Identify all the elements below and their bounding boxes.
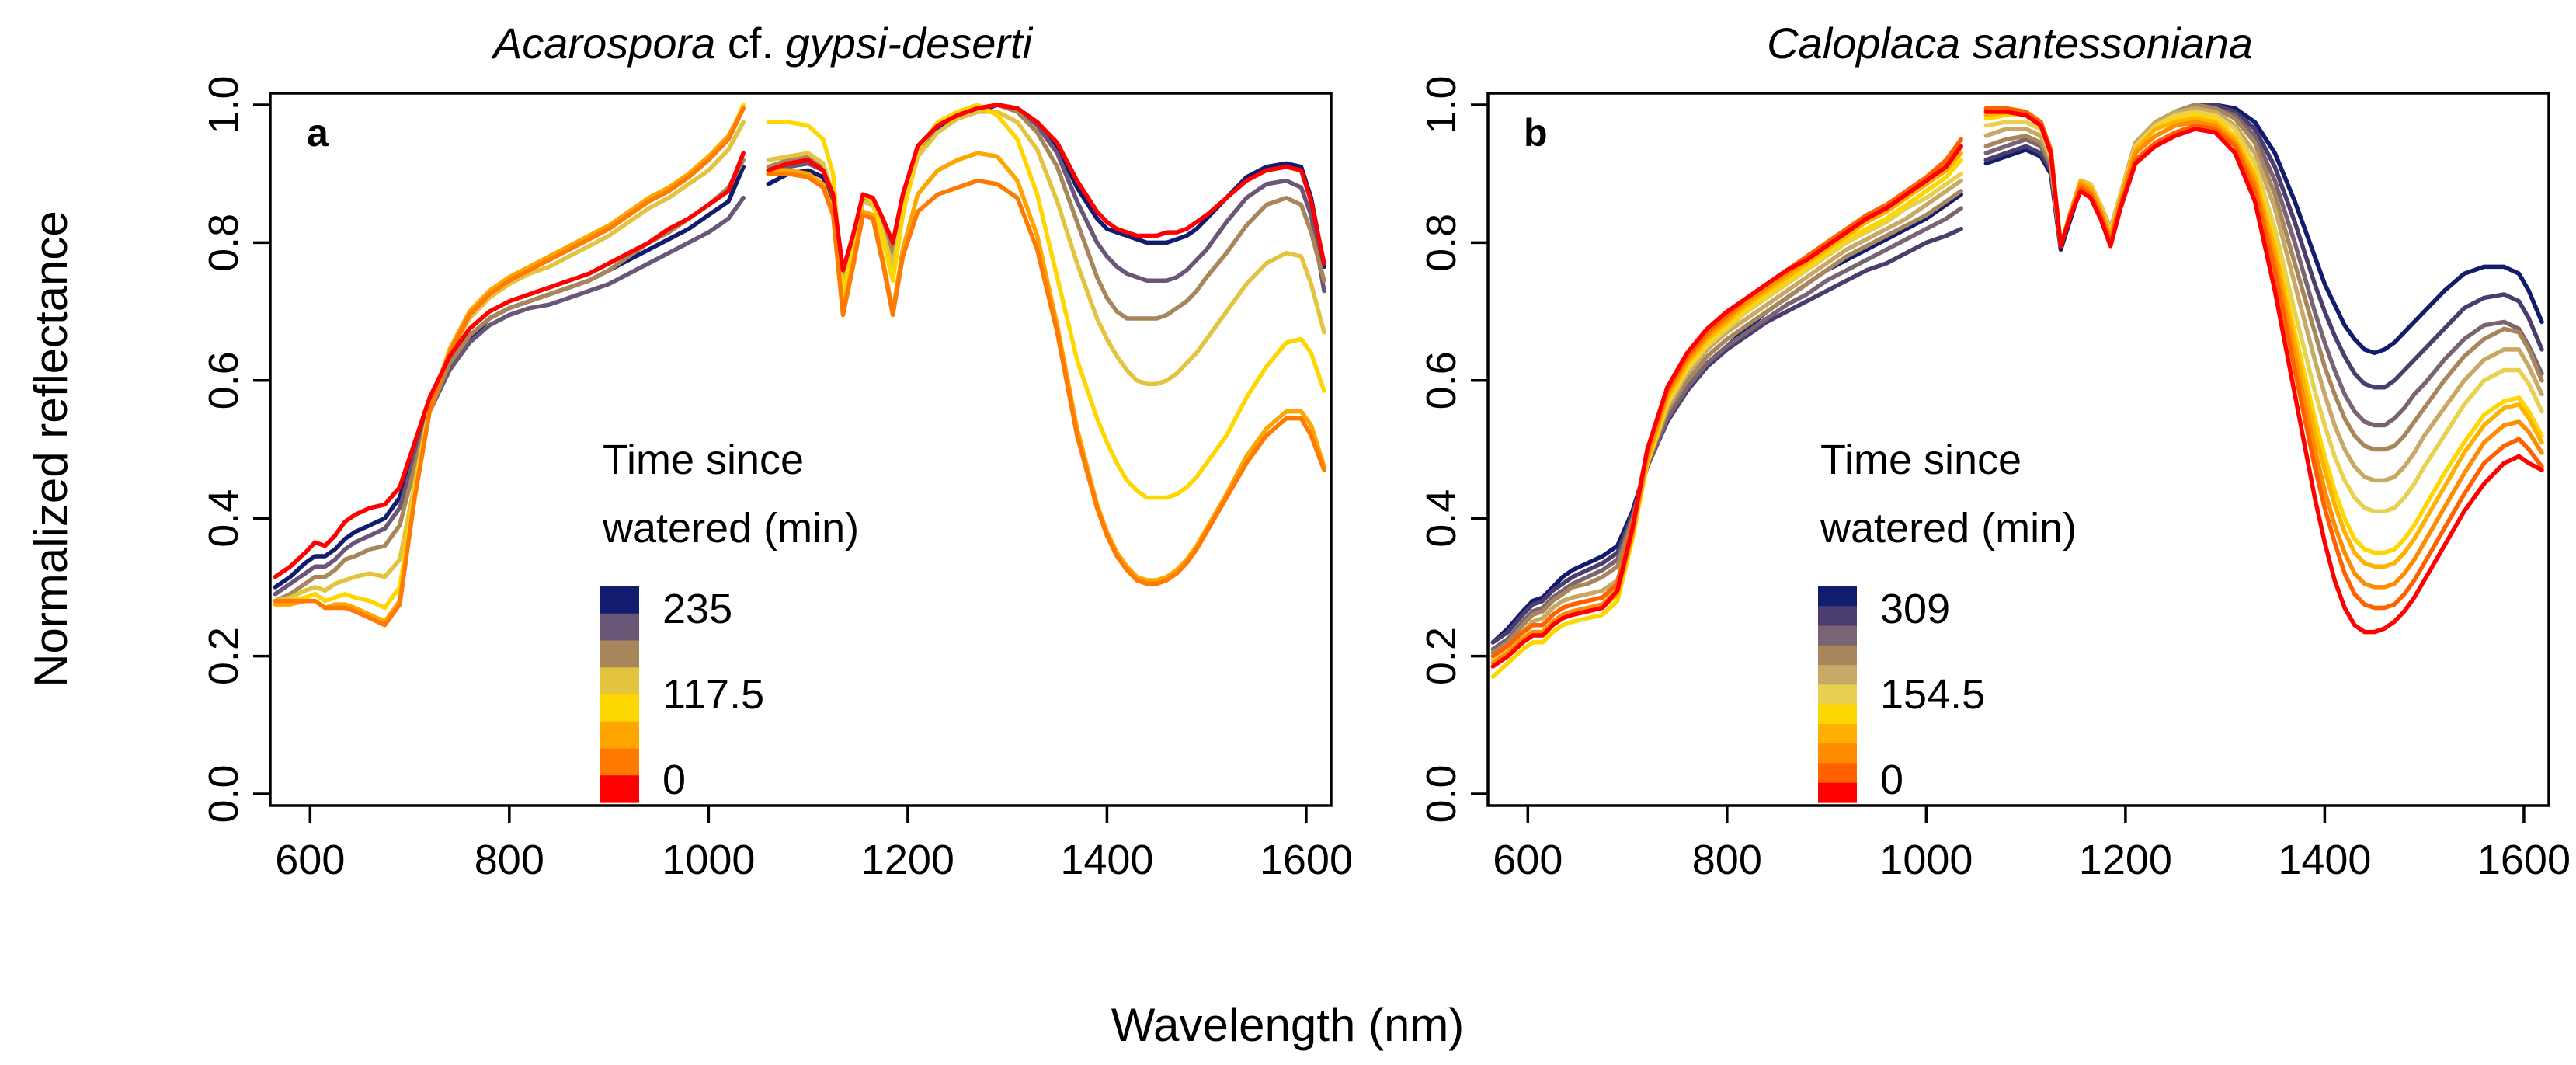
panel-a-y-axis: 0.0 0.2 0.4 0.6 0.8 1.0 (200, 75, 270, 823)
y-tick-label-2: 0.4 (200, 489, 247, 548)
legend-swatch-0 (1818, 586, 1857, 607)
legend-swatch-4 (1818, 665, 1857, 685)
panel-b-legend-label-max: 309 (1880, 586, 1950, 632)
legend-swatch-3 (1818, 645, 1857, 666)
legend-swatch-7 (600, 775, 639, 803)
panel-b-title: Caloplaca santessoniana (1767, 19, 2253, 68)
title-part-0: Acarospora (491, 19, 715, 68)
series-line-33_6-b (766, 171, 1326, 586)
panel-b-series (1490, 103, 2544, 679)
panel-b-x-axis: 600 800 1000 1200 1400 1600 (1493, 806, 2571, 883)
panel-b-legend-colorbar (1818, 586, 1857, 803)
series-line-0-b (1983, 110, 2544, 635)
x-tick-label-1200: 1200 (861, 837, 954, 883)
y-tick-label-5: 1.0 (200, 75, 247, 134)
y-tick-label-2: 0.4 (1418, 489, 1465, 548)
panel-a-legend-label-mid: 117.5 (662, 671, 764, 718)
legend-swatch-1 (1818, 606, 1857, 627)
panel-a-plot-area: a 600 800 1000 1200 1400 1600 0.0 0.2 0.4 0.6 0.8… (200, 75, 1353, 883)
panel-b-legend-label-min: 0 (1880, 757, 1903, 803)
y-tick-label-0: 0.0 (200, 764, 247, 823)
panel-a-legend: Time since watered (min) 235 117.5 0 (600, 437, 859, 803)
series-line-216_3-a (1490, 189, 1963, 655)
x-tick-label-1000: 1000 (662, 837, 755, 883)
series-line-67_1-a (273, 106, 746, 625)
panel-a-series (273, 103, 1326, 628)
panel-b-frame (1486, 92, 2550, 807)
x-tick-label-600: 600 (1493, 837, 1563, 883)
panel-a-frame (269, 92, 1333, 807)
legend-swatch-5 (1818, 684, 1857, 705)
y-tick-label-5: 1.0 (1418, 75, 1465, 134)
panel-a-legend-label-max: 235 (662, 586, 732, 632)
legend-swatch-7 (1818, 723, 1857, 744)
legend-swatch-5 (600, 721, 639, 750)
x-tick-label-1000: 1000 (1879, 837, 1973, 883)
panel-b-label: b (1524, 111, 1548, 155)
legend-swatch-10 (1818, 782, 1857, 803)
y-tick-label-0: 0.0 (1418, 764, 1465, 823)
panel-b-legend-title-line-2: watered (min) (1820, 505, 2077, 552)
x-tick-label-800: 800 (475, 837, 544, 883)
y-tick-label-1: 0.2 (1418, 627, 1465, 685)
panel-b-y-axis: 0.0 0.2 0.4 0.6 0.8 1.0 (1418, 75, 1488, 823)
x-axis-label: Wavelength (nm) (1111, 999, 1465, 1051)
title-part-1: cf. (715, 19, 785, 68)
legend-swatch-6 (1818, 704, 1857, 725)
panel-a-label: a (307, 111, 329, 155)
panel-a-x-axis: 600 800 1000 1200 1400 1600 (275, 806, 1353, 883)
x-tick-label-1600: 1600 (2477, 837, 2571, 883)
legend-swatch-6 (600, 748, 639, 776)
legend-swatch-3 (600, 667, 639, 695)
x-tick-label-1200: 1200 (2079, 837, 2172, 883)
legend-swatch-2 (1818, 625, 1857, 646)
panel-b-plot-area: b 600 800 1000 1200 1400 1600 0.0 0.2 0.4 0.6 0.8… (1418, 75, 2571, 883)
panel-a-legend-label-min: 0 (662, 757, 686, 803)
panel-b-legend-label-mid: 154.5 (1880, 671, 1985, 718)
title-part-2: gypsi-deserti (786, 19, 1034, 68)
title-part-0: Caloplaca santessoniana (1767, 19, 2253, 68)
panel-b-legend-title-line-1: Time since (1820, 437, 2022, 483)
y-axis-label: Normalized reflectance (25, 211, 77, 687)
panel-a: Acarospora cf. gypsi-deserti a 600 800 100… (200, 19, 1353, 883)
y-tick-label-4: 0.8 (200, 214, 247, 272)
y-tick-label-3: 0.6 (1418, 351, 1465, 409)
panel-a-title: Acarospora cf. gypsi-deserti (491, 19, 1034, 68)
panel-b: Caloplaca santessoniana b 600 800 1000 1200… (1418, 19, 2571, 883)
series-line-0-a (1490, 144, 1963, 669)
panel-a-legend-title-line-2: watered (min) (602, 505, 859, 552)
y-tick-label-1: 0.2 (200, 627, 247, 685)
panel-a-legend-colorbar (600, 586, 639, 803)
x-tick-label-800: 800 (1692, 837, 1762, 883)
legend-swatch-2 (600, 640, 639, 668)
panel-a-legend-title-line-1: Time since (603, 437, 804, 483)
legend-swatch-1 (600, 613, 639, 642)
x-tick-label-600: 600 (275, 837, 345, 883)
legend-swatch-9 (1818, 763, 1857, 784)
legend-swatch-0 (600, 586, 639, 614)
x-tick-label-1400: 1400 (2278, 837, 2371, 883)
legend-swatch-4 (600, 694, 639, 722)
y-tick-label-4: 0.8 (1418, 214, 1465, 272)
series-line-33_6-a (273, 106, 746, 628)
legend-swatch-8 (1818, 743, 1857, 764)
x-tick-label-1600: 1600 (1260, 837, 1353, 883)
y-tick-label-3: 0.6 (200, 351, 247, 409)
x-tick-label-1400: 1400 (1060, 837, 1153, 883)
series-line-0-b (766, 103, 1326, 273)
panel-b-legend: Time since watered (min) 309 154.5 0 (1818, 437, 2077, 803)
series-line-0-a (273, 151, 746, 579)
series-line-247_2-a (1490, 206, 1963, 652)
series-line-201_4-a (273, 195, 746, 597)
